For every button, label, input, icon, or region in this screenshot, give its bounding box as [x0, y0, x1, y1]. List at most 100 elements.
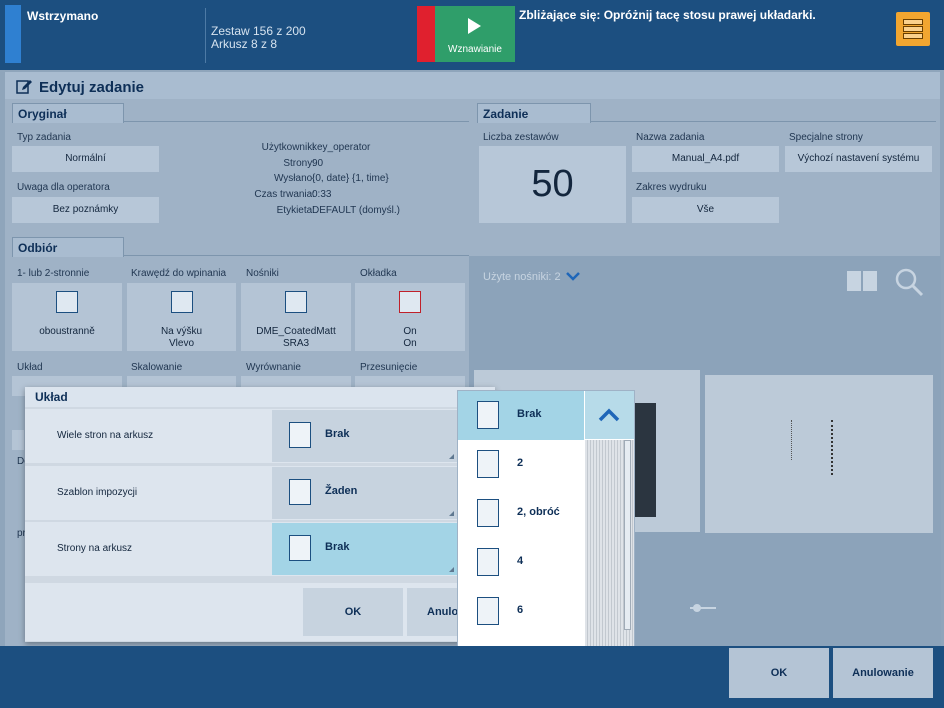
upcoming-message: Zbliżające się: Opróżnij tacę stosu praw… — [519, 8, 816, 22]
info-value: 0:33 — [312, 189, 332, 200]
sets-progress: Zestaw 156 z 200 — [211, 24, 306, 38]
info-label: Użytkownik: — [261, 142, 315, 153]
info-value: key_operator — [312, 142, 371, 153]
duplex-tile[interactable]: oboustranně — [12, 283, 122, 351]
layout-1-icon — [477, 401, 499, 429]
ok-button[interactable]: OK — [729, 648, 829, 698]
select-value: Brak — [325, 541, 350, 553]
special-pages-label: Specjalne strony — [789, 132, 863, 143]
alert-indicator — [417, 6, 435, 62]
dialog-footer: OK Anulo — [25, 583, 495, 641]
cover-icon — [399, 291, 421, 313]
tile-value: DME_CoatedMatt — [256, 326, 336, 337]
info-label: Etykieta: — [276, 205, 315, 216]
chevron-up-icon — [598, 408, 620, 422]
dropdown-corner-icon — [449, 511, 454, 516]
dialog-row-pages-per-sheet: Strony na arkusz Brak — [25, 522, 495, 576]
operator-note-label: Uwaga dla operatora — [17, 182, 110, 193]
tile-label: Nośniki — [246, 268, 279, 279]
tab-job[interactable]: Zadanie — [477, 103, 591, 123]
tile-label: Okładka — [360, 268, 397, 279]
select-value: Brak — [325, 428, 350, 440]
layout-4-icon — [477, 548, 499, 576]
imposition-select[interactable]: Žaden — [272, 467, 457, 519]
side-label: De — [17, 456, 30, 467]
shift-tile-label: Przesunięcie — [360, 362, 418, 373]
option-label: 6 — [517, 604, 524, 616]
option-label: 2, obróć — [517, 506, 560, 518]
slider-icon[interactable] — [688, 602, 718, 614]
imposition-icon — [289, 479, 311, 505]
info-value: {0, date} {1, time} — [312, 173, 389, 184]
sets-count[interactable]: 50 — [479, 146, 626, 223]
tile-label: Krawędź do wpinania — [131, 268, 227, 279]
tile-value: oboustranně — [39, 326, 95, 337]
alignment-tile-label: Wyrównanie — [246, 362, 301, 373]
tile-value: Vlevo — [168, 338, 194, 349]
layout-6-icon — [477, 597, 499, 625]
resume-button[interactable]: Wznawianie — [435, 6, 515, 62]
media-tile[interactable]: DME_CoatedMatt SRA3 — [241, 283, 351, 351]
operator-note-field[interactable]: Bez poznámky — [12, 197, 159, 223]
stacker-button[interactable] — [896, 12, 930, 46]
layout-tile-label: Układ — [17, 362, 43, 373]
option-none[interactable]: Brak — [458, 391, 584, 440]
resume-label: Wznawianie — [448, 44, 502, 55]
row-label: Szablon impozycji — [57, 487, 138, 498]
edit-job-icon — [16, 80, 32, 94]
printer-state-indicator — [5, 5, 21, 63]
tile-value: On — [403, 326, 417, 337]
cancel-button[interactable]: Anulowanie — [833, 648, 933, 698]
row-label: Wiele stron na arkusz — [57, 430, 154, 441]
printer-status: Wstrzymano — [27, 9, 99, 23]
info-label: Strony: — [283, 158, 315, 169]
option-label: Brak — [517, 408, 542, 420]
info-label: Czas trwania: — [254, 189, 315, 200]
select-value: Žaden — [325, 485, 358, 497]
chevron-down-icon[interactable] — [565, 270, 581, 282]
option-2-rotate[interactable]: 2, obróć — [458, 489, 584, 538]
layout-2-rotate-icon — [477, 499, 499, 527]
cover-tile[interactable]: On On — [355, 283, 465, 351]
binding-edge-icon — [170, 291, 193, 313]
zoom-icon[interactable] — [893, 266, 925, 298]
option-2[interactable]: 2 — [458, 440, 584, 489]
tile-value: Na výšku — [160, 326, 203, 337]
title-bar — [5, 72, 940, 99]
scroll-up-button[interactable] — [585, 391, 634, 439]
info-value: DEFAULT (domyśl.) — [312, 205, 400, 216]
print-range-field[interactable]: Vše — [632, 197, 779, 223]
dialog-title: Układ — [25, 387, 495, 407]
preview-sheet — [705, 375, 933, 533]
job-name-label: Nazwa zadania — [636, 132, 705, 143]
sets-label: Liczba zestawów — [483, 132, 559, 143]
info-value: 90 — [312, 158, 324, 169]
special-pages-field[interactable]: Výchozí nastavení systému — [785, 146, 932, 172]
tab-output[interactable]: Odbiór — [12, 237, 124, 257]
scaling-tile-label: Skalowanie — [131, 362, 183, 373]
option-4[interactable]: 4 — [458, 538, 584, 587]
layout-icon — [289, 535, 311, 561]
option-label: 4 — [517, 555, 524, 567]
row-label: Strony na arkusz — [57, 543, 133, 554]
multiple-pages-select[interactable]: Brak — [272, 410, 457, 462]
pages-per-sheet-select[interactable]: Brak — [272, 523, 457, 575]
scrollbar-thumb[interactable] — [624, 440, 631, 630]
side-label: pr — [17, 528, 26, 539]
dialog-row-imposition: Szablon impozycji Žaden — [25, 466, 495, 520]
dropdown-corner-icon — [449, 454, 454, 459]
tab-original[interactable]: Oryginał — [12, 103, 124, 123]
job-type-field[interactable]: Normální — [12, 146, 159, 172]
sheet-progress: Arkusz 8 z 8 — [211, 37, 278, 51]
page-title: Edytuj zadanie — [39, 79, 145, 96]
divider — [205, 8, 206, 63]
used-media-label[interactable]: Użyte nośniki: 2 — [483, 271, 561, 283]
option-6[interactable]: 6 — [458, 587, 584, 636]
job-name-field[interactable]: Manual_A4.pdf — [632, 146, 779, 172]
tile-value: On — [403, 338, 417, 349]
layout-icon — [289, 422, 311, 448]
book-view-icon[interactable] — [846, 270, 878, 292]
stacker-icon — [903, 19, 923, 25]
binding-edge-tile[interactable]: Na výšku Vlevo — [127, 283, 236, 351]
dialog-ok-button[interactable]: OK — [303, 588, 403, 636]
